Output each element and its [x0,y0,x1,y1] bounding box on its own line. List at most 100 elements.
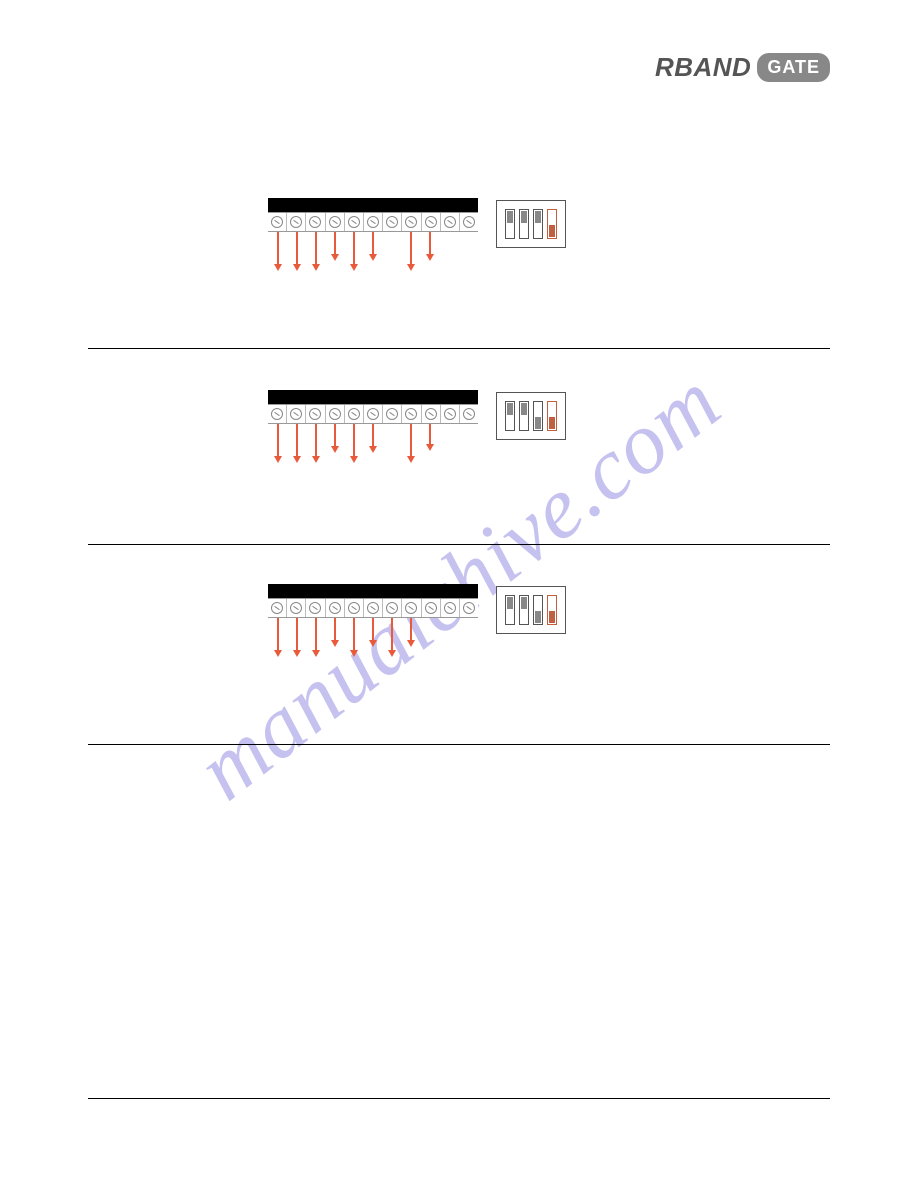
terminal-cell [345,599,364,617]
dip-slot [533,595,543,625]
arrow-icon [296,232,298,271]
arrow-icon [410,618,412,647]
screw-icon [405,216,417,228]
terminal-cell [287,213,306,231]
arrow-icon [372,424,374,453]
screw-icon [271,216,283,228]
terminal-cell [460,213,478,231]
dip-slot [505,209,515,239]
screw-icon [348,408,360,420]
screw-icon [463,602,475,614]
screw-icon [444,602,456,614]
screw-icon [309,602,321,614]
arrow-icon [296,618,298,657]
arrow-icon [429,424,431,451]
arrow-icon [277,424,279,463]
screw-icon [425,408,437,420]
wiring-diagram-row [268,584,566,634]
arrow-icon [353,232,355,271]
screw-icon [405,602,417,614]
dip-slot [519,401,529,431]
dip-slot [505,401,515,431]
screw-icon [348,216,360,228]
terminal-cell [306,599,325,617]
terminal-cell [422,599,441,617]
logo-badge: GATE [757,53,830,82]
screw-icon [329,408,341,420]
dip-switch [496,200,566,248]
section-divider [88,544,830,545]
arrow-icon [296,424,298,463]
dip-slot [547,401,557,431]
terminal-cell [268,213,287,231]
screw-icon [405,408,417,420]
dip-slot [505,595,515,625]
screw-icon [444,408,456,420]
terminal-cell [422,405,441,423]
wiring-diagram-row [268,390,566,440]
wire-arrows [268,424,478,464]
screw-icon [290,408,302,420]
section-divider [88,1098,830,1099]
terminal-cell [364,213,383,231]
screw-icon [271,408,283,420]
terminal-cell [287,599,306,617]
screw-icon [463,216,475,228]
terminal-cell [402,213,421,231]
arrow-icon [334,424,336,453]
arrow-icon [334,618,336,647]
terminal-cell [287,405,306,423]
terminal-cell [306,405,325,423]
section-divider [88,348,830,349]
arrow-icon [315,232,317,271]
terminal-block [268,198,478,232]
arrow-icon [372,618,374,647]
terminal-cell [345,213,364,231]
screw-icon [444,216,456,228]
screw-icon [271,602,283,614]
terminal-cell [326,405,345,423]
arrow-icon [391,618,393,657]
dip-switch [496,586,566,634]
terminal-cell [306,213,325,231]
terminal-cell [402,405,421,423]
product-logo: RBAND GATE [655,52,830,83]
screw-icon [367,602,379,614]
terminal-cell [268,599,287,617]
arrow-icon [353,424,355,463]
screw-icon [290,216,302,228]
screw-icon [386,602,398,614]
arrow-icon [353,618,355,657]
terminal-cell [364,599,383,617]
arrow-icon [315,424,317,463]
terminal-cell [441,213,460,231]
terminal-block [268,584,478,618]
dip-slot [547,209,557,239]
terminal-cell [460,599,478,617]
arrow-icon [277,232,279,271]
arrow-icon [315,618,317,657]
arrow-icon [372,232,374,261]
terminal-cell [441,405,460,423]
arrow-icon [334,232,336,261]
dip-slot [547,595,557,625]
screw-icon [463,408,475,420]
arrow-icon [429,232,431,261]
wiring-diagram-row [268,198,566,248]
arrow-icon [410,424,412,463]
screw-icon [367,408,379,420]
screw-icon [386,408,398,420]
dip-slot [519,209,529,239]
screw-icon [367,216,379,228]
screw-icon [348,602,360,614]
dip-switch [496,392,566,440]
arrow-icon [410,232,412,271]
dip-slot [533,209,543,239]
screw-icon [329,602,341,614]
screw-icon [309,216,321,228]
terminal-cell [345,405,364,423]
terminal-cell [441,599,460,617]
screw-icon [329,216,341,228]
terminal-cell [460,405,478,423]
section-divider [88,744,830,745]
